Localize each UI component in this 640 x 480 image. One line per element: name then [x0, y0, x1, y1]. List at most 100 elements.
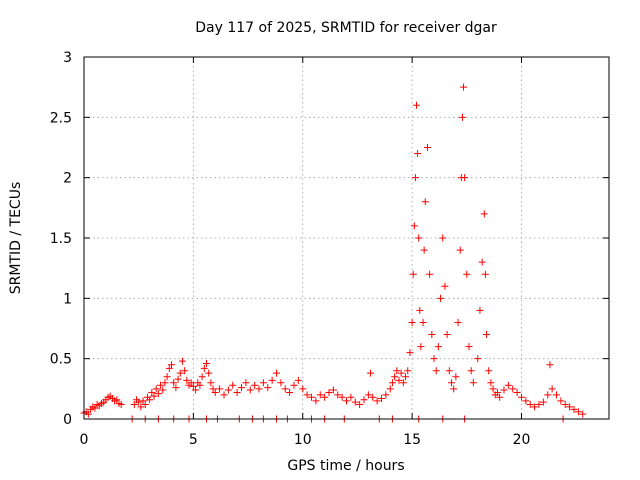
y-tick-label: 1 [63, 291, 72, 307]
data-point [386, 385, 394, 393]
data-point [406, 349, 414, 357]
data-point [393, 367, 401, 375]
data-point [174, 375, 182, 383]
data-point [338, 393, 346, 401]
data-point [445, 367, 453, 375]
data-point [411, 174, 419, 182]
data-point [450, 385, 458, 393]
data-point [316, 391, 324, 399]
data-point [264, 384, 272, 392]
data-point [268, 376, 276, 384]
data-point [334, 391, 342, 399]
data-point [172, 384, 180, 392]
data-point [356, 401, 364, 409]
data-point [246, 386, 254, 394]
data-point [456, 246, 464, 254]
y-tick-label: 3 [63, 50, 72, 66]
data-point [161, 379, 169, 387]
data-point [478, 258, 486, 266]
data-point [409, 270, 417, 278]
data-point [420, 246, 428, 254]
data-point [329, 386, 337, 394]
data-point [373, 397, 381, 405]
data-point [548, 385, 556, 393]
data-point [480, 210, 488, 218]
data-point [518, 393, 525, 401]
data-point [439, 234, 447, 242]
data-point [281, 385, 289, 393]
data-point [152, 385, 160, 393]
data-point [522, 397, 530, 405]
data-point [170, 379, 178, 387]
data-point [378, 394, 385, 402]
data-point [290, 381, 298, 389]
data-point [321, 393, 329, 401]
data-point [273, 369, 280, 377]
data-point [504, 381, 512, 389]
data-point [415, 234, 423, 242]
data-point [428, 331, 436, 339]
data-point [308, 393, 315, 401]
data-point [203, 359, 210, 367]
data-point [561, 401, 569, 409]
data-point [489, 385, 497, 393]
y-tick-label: 2.5 [50, 110, 72, 126]
data-point [531, 403, 539, 411]
data-point [460, 83, 468, 91]
data-point [84, 410, 92, 418]
data-point [255, 385, 263, 393]
data-point [150, 392, 158, 400]
x-tick-label: 20 [513, 432, 531, 448]
data-point [469, 379, 477, 387]
data-point [139, 397, 147, 405]
data-point [443, 331, 451, 339]
data-point [423, 144, 431, 151]
data-point [224, 386, 232, 394]
data-point [434, 343, 442, 351]
data-point [408, 318, 416, 326]
data-point [181, 367, 189, 375]
data-point [343, 397, 350, 405]
data-point [395, 376, 403, 384]
data-point [187, 379, 195, 387]
data-point [391, 373, 399, 381]
x-tick-label: 10 [294, 432, 312, 448]
data-point [426, 270, 434, 278]
data-point [417, 343, 425, 351]
data-point [539, 398, 547, 406]
data-point [402, 373, 410, 381]
data-point [448, 379, 455, 387]
data-point [192, 386, 200, 394]
data-point [259, 379, 267, 387]
x-tick-label: 15 [403, 432, 421, 448]
data-point [294, 376, 302, 384]
y-tick-label: 0.5 [50, 352, 72, 368]
data-point [178, 357, 186, 365]
data-point [441, 282, 449, 290]
data-point [183, 376, 191, 384]
x-axis-label: GPS time / hours [287, 458, 404, 474]
data-point [360, 396, 368, 404]
data-point [461, 174, 469, 182]
data-point [487, 379, 495, 387]
data-point [465, 343, 473, 351]
data-point [277, 379, 285, 387]
data-point [198, 373, 206, 381]
data-point [509, 385, 517, 393]
data-point [251, 381, 259, 389]
data-point [351, 398, 359, 406]
data-point [416, 306, 424, 314]
data-point [325, 388, 333, 396]
data-point [303, 391, 311, 399]
data-point [200, 364, 208, 372]
data-point [481, 270, 489, 278]
data-point [404, 367, 412, 375]
data-point [419, 318, 427, 326]
data-point [154, 390, 162, 398]
data-point [574, 408, 582, 416]
data-point [157, 381, 165, 389]
data-point [414, 150, 422, 158]
data-point [207, 379, 215, 387]
data-point [135, 398, 143, 406]
